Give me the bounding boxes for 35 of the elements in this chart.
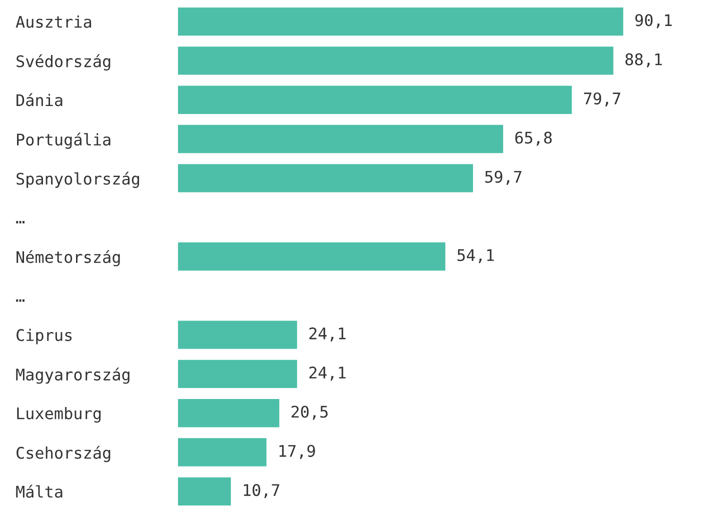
bar [178,320,298,349]
data-label: 20,5 [292,406,328,420]
data-label: 24,1 [309,327,346,342]
data-label: 59,7 [485,170,522,185]
data-label: 88,1 [625,53,662,68]
bar [178,86,572,114]
data-label: 24,1 [309,366,346,381]
y-tick-label: … [16,299,24,302]
y-tick-label: Magyarország [16,368,130,384]
bar [178,7,624,36]
data-label: 90,1 [635,14,672,28]
bar [178,438,266,466]
bar [178,360,298,388]
data-label: 10,7 [244,484,280,498]
bar [178,399,280,428]
bar [178,477,231,506]
y-tick-label: … [16,221,24,224]
bar [178,164,474,192]
y-tick-label: Dánia [16,93,62,106]
y-tick-label: Luxemburg [17,407,101,423]
y-tick-label: Ausztria [16,16,92,28]
y-tick-label: Csehország [16,446,110,462]
y-tick-label: Portugália [17,132,110,149]
bar [178,46,614,75]
data-label: 17,9 [279,444,315,459]
y-tick-label: Németország [16,250,120,266]
y-tick-label: Ciprus [16,328,72,344]
data-label: 79,7 [584,92,620,107]
y-tick-label: Málta [16,484,62,498]
bar [178,242,446,271]
data-label: 65,8 [515,132,552,146]
y-tick-label: Spanyolország [16,172,140,188]
bar [178,124,504,154]
data-label: 54,1 [458,249,494,264]
y-tick-label: Svédország [16,54,110,71]
